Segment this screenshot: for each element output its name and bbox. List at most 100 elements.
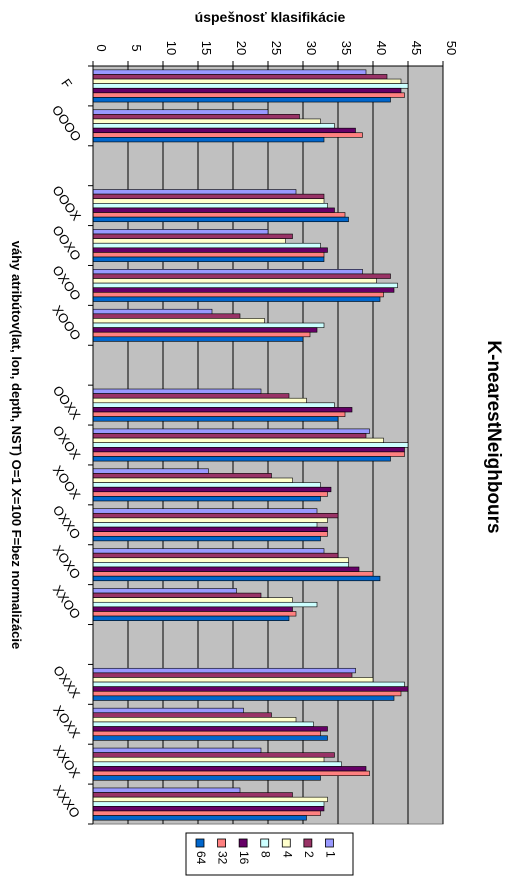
- bar: [92, 69, 367, 75]
- bar: [92, 456, 391, 462]
- bar: [92, 787, 241, 793]
- bar: [92, 446, 405, 453]
- bar: [92, 695, 395, 701]
- bar: [92, 690, 402, 697]
- bar: [92, 468, 209, 474]
- bar: [92, 566, 360, 572]
- tick-label: 25: [269, 41, 284, 55]
- tick-label: 0: [94, 44, 109, 51]
- bar: [92, 796, 328, 803]
- bar: [92, 287, 395, 293]
- category-axis: FOOOOOOOXOOXOOXOOXOOOOOXXOXOXXOOXOXXOXOX…: [49, 65, 94, 825]
- bar: [92, 611, 297, 617]
- tick-label: 15: [199, 41, 214, 55]
- bar: [92, 331, 311, 338]
- bar: [92, 730, 321, 737]
- category-axis-title: váhy atribútov(lat, lon, depth, NST) O=1…: [9, 241, 24, 650]
- bar: [92, 667, 356, 674]
- bar: [92, 109, 269, 115]
- tick-label: 50: [444, 41, 459, 55]
- bar: [92, 407, 353, 413]
- tick-label: 10: [164, 41, 179, 55]
- tick-label: 40: [374, 41, 389, 55]
- bar: [92, 87, 402, 94]
- bar: [92, 761, 342, 767]
- bar: [92, 575, 381, 582]
- bar: [92, 92, 405, 98]
- bar: [92, 247, 328, 253]
- bar: [92, 707, 244, 714]
- legend-label: 64: [194, 851, 208, 865]
- bar: [92, 517, 328, 523]
- bar: [92, 203, 328, 209]
- bar: [92, 766, 367, 772]
- bar: [92, 508, 318, 514]
- bar: [92, 717, 297, 723]
- bar: [92, 242, 321, 249]
- bar: [92, 118, 321, 124]
- bar: [92, 491, 328, 497]
- bar: [92, 416, 339, 422]
- bar: [92, 597, 293, 603]
- bar: [92, 522, 318, 528]
- bar: [92, 193, 325, 200]
- bar: [92, 512, 339, 519]
- tick-label: 45: [409, 41, 424, 55]
- category-label: OXXO: [50, 503, 84, 542]
- legend-label: 1: [323, 851, 337, 858]
- legend-label: 32: [216, 851, 230, 865]
- bar: [92, 535, 321, 542]
- bar: [92, 256, 325, 262]
- category-label: XOXX: [50, 703, 83, 741]
- category-label: XXOX: [50, 742, 83, 780]
- legend-swatch: [195, 838, 205, 848]
- bar: [92, 588, 237, 594]
- value-axis-title: úspešnosť klasifikácie: [195, 9, 346, 25]
- bar: [92, 496, 321, 502]
- value-axis: 0 5 10 15 20 25 30 35 40 45 50: [92, 41, 459, 67]
- bar: [92, 229, 269, 235]
- tick-label: 20: [234, 41, 249, 55]
- bar: [92, 97, 391, 103]
- bar: [92, 681, 405, 687]
- legend-label: 2: [302, 851, 316, 858]
- category-label: OXOO: [49, 263, 84, 304]
- bar: [92, 296, 381, 302]
- bar: [92, 278, 377, 284]
- bar: [92, 726, 328, 732]
- category-label: XOOX: [50, 463, 84, 503]
- bar: [92, 269, 363, 275]
- bar: [92, 402, 335, 408]
- bar: [92, 198, 325, 204]
- bar: [92, 308, 213, 315]
- category-label: XOXO: [50, 542, 84, 581]
- bar: [92, 548, 325, 554]
- bar: [92, 189, 297, 195]
- bar: [92, 207, 335, 213]
- bar: [92, 477, 293, 483]
- bar: [92, 78, 402, 84]
- tick-label: 5: [129, 44, 144, 51]
- bar: [92, 815, 307, 821]
- bar: [92, 552, 339, 559]
- bar: [92, 557, 349, 563]
- bar: [92, 526, 328, 532]
- bar: [92, 571, 374, 577]
- bar: [92, 442, 409, 448]
- category-label: OXXX: [50, 663, 83, 701]
- bar: [92, 313, 241, 319]
- bar: [92, 238, 286, 244]
- bar: [92, 123, 335, 129]
- bar: [92, 327, 318, 333]
- legend-swatch: [260, 838, 270, 848]
- bar: [92, 752, 335, 758]
- bar: [92, 127, 356, 134]
- bar: [92, 606, 293, 612]
- bar: [92, 792, 293, 798]
- category-label: F: [58, 76, 75, 91]
- bar: [92, 433, 367, 439]
- bar: [92, 137, 325, 143]
- bar: [92, 735, 328, 741]
- bar: [92, 615, 290, 621]
- bar: [92, 806, 325, 812]
